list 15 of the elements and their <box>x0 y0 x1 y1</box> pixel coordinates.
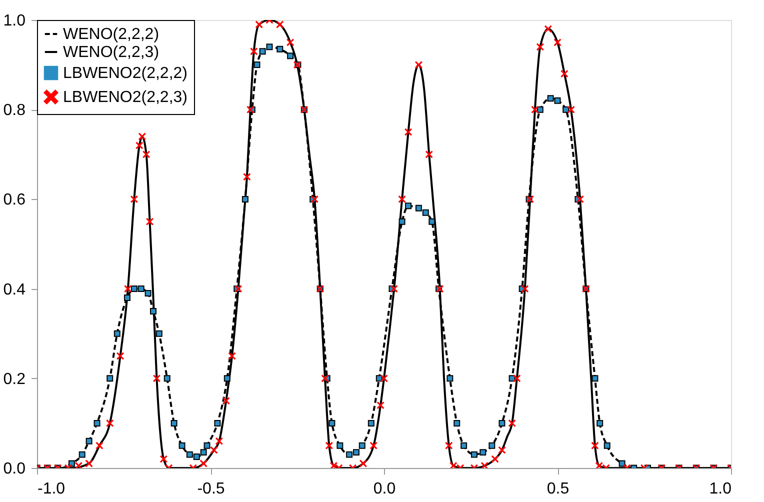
x-tick-label: -0.5 <box>197 480 225 498</box>
x-tick-label: 0.0 <box>373 480 396 498</box>
y-tick-label: 0.2 <box>3 370 26 388</box>
y-tick-label: 0.0 <box>3 460 26 478</box>
legend-label: LBWENO2(2,2,2) <box>63 65 188 82</box>
legend-label: LBWENO2(2,2,3) <box>63 89 188 106</box>
y-tick-label: 0.4 <box>3 281 26 298</box>
x-tick-label: -1.0 <box>38 480 66 498</box>
y-tick-label: 1.0 <box>3 12 26 30</box>
legend-label: WENO(2,2,3) <box>63 44 160 61</box>
y-tick-label: 0.8 <box>3 102 26 120</box>
x-tick-label: 0.5 <box>546 480 570 498</box>
legend-label: WENO(2,2,2) <box>63 26 160 43</box>
y-tick-label: 0.6 <box>3 192 26 209</box>
x-tick-label: 1.0 <box>709 480 732 498</box>
